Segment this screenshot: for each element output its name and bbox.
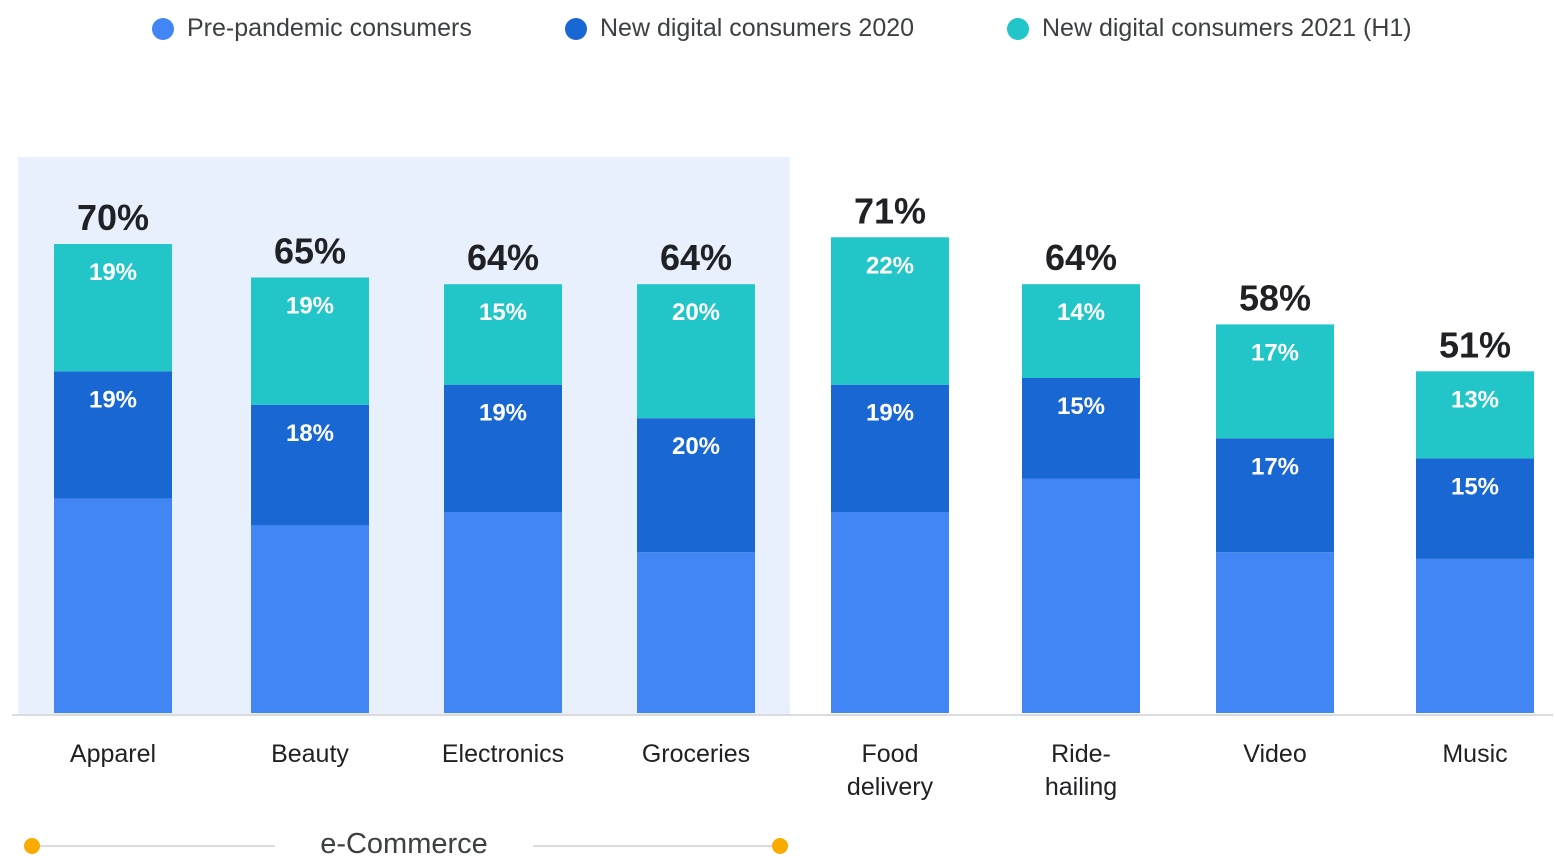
category-label: Apparel <box>70 740 156 768</box>
bar-segment-new2021 <box>1022 284 1140 378</box>
segment-label: 19% <box>866 400 914 427</box>
bar-segment-new2021 <box>444 284 562 385</box>
segment-label: 19% <box>89 259 137 286</box>
total-label: 64% <box>1045 237 1117 278</box>
bar-segment-new2021 <box>637 284 755 419</box>
ecommerce-group-bracket: e-Commerce <box>24 828 788 857</box>
segment-label: 20% <box>672 433 720 460</box>
segment-label: 15% <box>1451 473 1499 500</box>
category-label: Groceries <box>642 740 750 768</box>
bar-segment-new2021 <box>54 244 172 372</box>
segment-label: 19% <box>479 400 527 427</box>
segment-label: 19% <box>89 386 137 413</box>
bar-segment-pre <box>1416 558 1534 713</box>
category-label: Beauty <box>271 740 349 768</box>
total-label: 64% <box>467 237 539 278</box>
total-label: 65% <box>274 231 346 272</box>
legend-label-pre: Pre-pandemic consumers <box>187 14 472 42</box>
segment-label: 15% <box>479 299 527 326</box>
category-label: delivery <box>847 773 934 801</box>
segment-label: 15% <box>1057 393 1105 420</box>
category-labels: Apparel Beauty Electronics Groceries Food del… <box>70 740 1508 801</box>
category-label: Electronics <box>442 740 564 768</box>
bars: 19% 19% 70% 18% 19% 65% 19% 15% 64% 20% 20% 64% 19% 2… <box>54 190 1534 713</box>
category-label: Video <box>1243 740 1307 768</box>
bar-segment-new2021 <box>831 237 949 385</box>
bar-segment-new2020 <box>831 384 949 512</box>
bar-segment-new2021 <box>1416 371 1534 459</box>
bar-segment-pre <box>1022 478 1140 713</box>
segment-label: 19% <box>286 293 334 320</box>
group-dot-left <box>24 838 40 854</box>
total-label: 58% <box>1239 277 1311 318</box>
bar-segment-new2020 <box>1216 438 1334 553</box>
bar-segment-new2020 <box>1416 458 1534 559</box>
bar-segment-pre <box>54 498 172 713</box>
category-label: Food <box>862 740 919 768</box>
bar-segment-pre <box>1216 552 1334 713</box>
group-label: e-Commerce <box>320 828 488 857</box>
bar-segment-new2020 <box>637 418 755 553</box>
legend-label-new2020: New digital consumers 2020 <box>600 14 914 42</box>
segment-label: 13% <box>1451 386 1499 413</box>
group-dot-right <box>772 838 788 854</box>
bar-segment-new2021 <box>1216 324 1334 439</box>
total-label: 64% <box>660 237 732 278</box>
segment-label: 18% <box>286 420 334 447</box>
legend-label-new2021: New digital consumers 2021 (H1) <box>1042 14 1412 42</box>
bar-segment-pre <box>444 512 562 713</box>
segment-label: 17% <box>1251 339 1299 366</box>
bar-segment-pre <box>637 552 755 713</box>
segment-label: 17% <box>1251 453 1299 480</box>
legend-dot-new2020 <box>565 18 587 40</box>
bar-segment-new2020 <box>1022 378 1140 479</box>
segment-label: 14% <box>1057 299 1105 326</box>
bar-segment-pre <box>251 525 369 713</box>
segment-label: 20% <box>672 299 720 326</box>
bar-segment-new2020 <box>444 384 562 512</box>
total-label: 70% <box>77 197 149 238</box>
legend-dot-new2021 <box>1007 18 1029 40</box>
segment-label: 22% <box>866 252 914 279</box>
bar-segment-pre <box>831 512 949 713</box>
bar-segment-new2020 <box>251 404 369 526</box>
total-label: 51% <box>1439 324 1511 365</box>
category-label: Ride- <box>1051 740 1111 768</box>
total-label: 71% <box>854 190 926 231</box>
bar-segment-new2021 <box>251 277 369 405</box>
legend-dot-pre <box>152 18 174 40</box>
category-label: hailing <box>1045 773 1117 801</box>
bar-segment-new2020 <box>54 371 172 499</box>
legend: Pre-pandemic consumers New digital consum… <box>152 14 1412 42</box>
category-label: Music <box>1442 740 1507 768</box>
